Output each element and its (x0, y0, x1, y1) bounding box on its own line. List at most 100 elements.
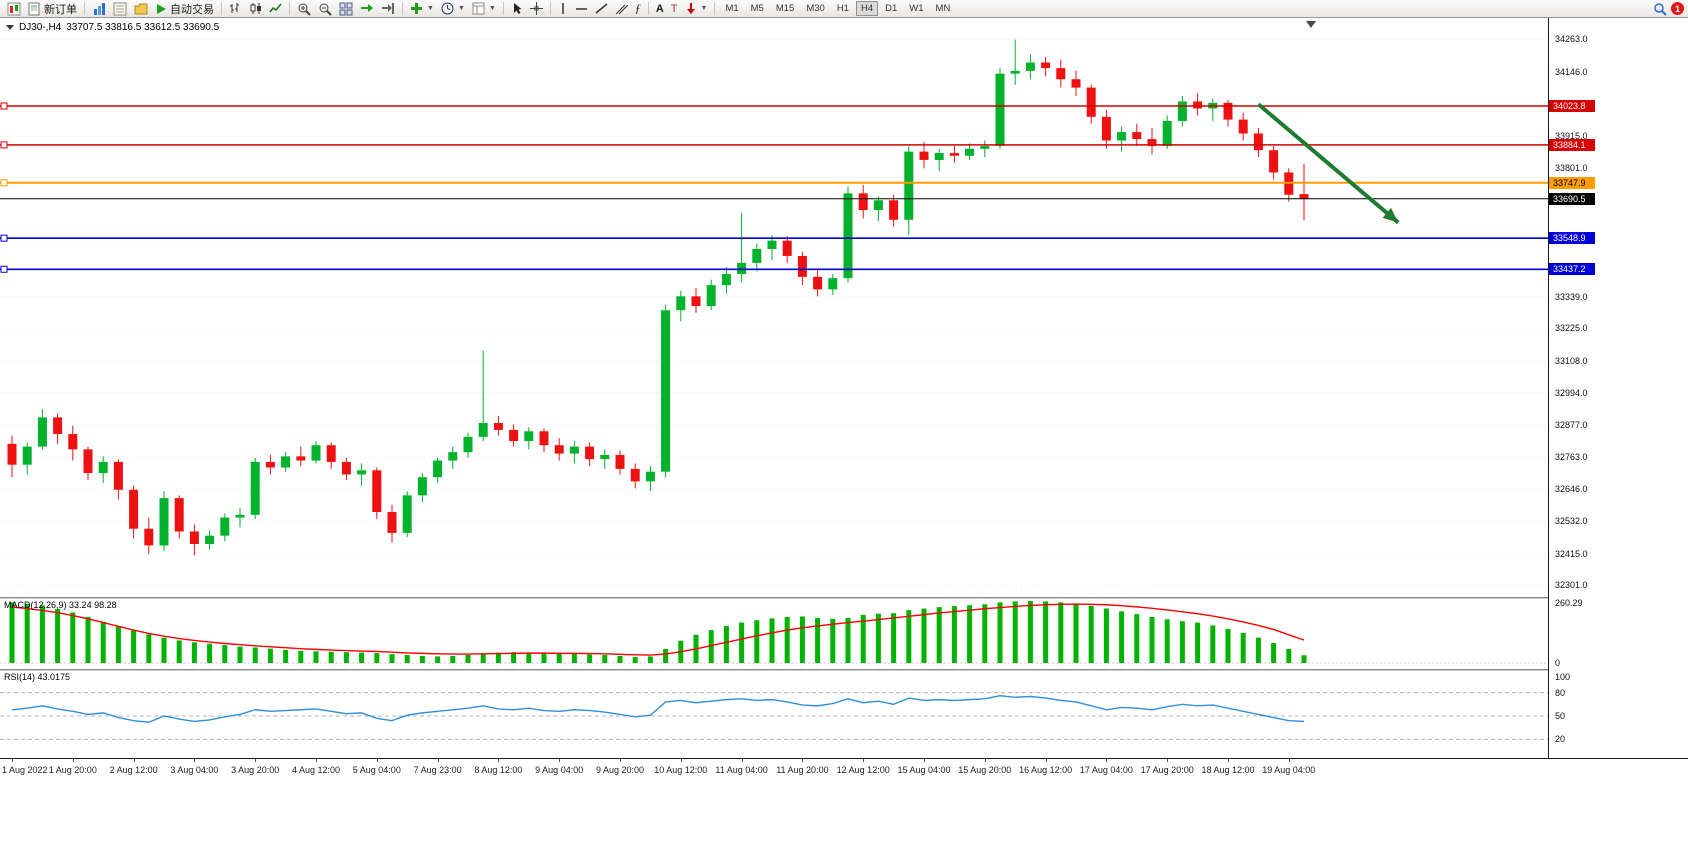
timeframe-m30-button[interactable]: M30 (801, 1, 829, 16)
line-handle[interactable] (0, 265, 8, 273)
horizontal-lines[interactable] (0, 102, 1548, 273)
ohlc-readout: 33707.5 33816.5 33612.5 33690.5 (66, 22, 220, 33)
time-tick (984, 759, 986, 762)
clock-icon (441, 2, 454, 15)
data-window-icon (113, 2, 127, 16)
time-tick (12, 759, 13, 762)
price-tick-label: 32646.0 (1555, 484, 1588, 495)
rsi-axis-label: 100 (1555, 672, 1571, 682)
market-watch-button[interactable] (89, 1, 109, 17)
chart-shift-button[interactable] (378, 1, 398, 17)
crosshair-icon (529, 2, 543, 15)
price-tick-label: 33225.0 (1555, 323, 1588, 334)
navigator-icon (134, 2, 148, 16)
time-tick (194, 759, 196, 762)
time-label: 4 Aug 12:00 (291, 765, 341, 775)
auto-scroll-button[interactable] (357, 1, 377, 17)
time-tick (620, 759, 621, 762)
label-button[interactable]: T (668, 1, 681, 17)
trend-arrow[interactable] (1257, 102, 1400, 225)
text-button[interactable]: A (653, 1, 667, 17)
macd-bars (9, 601, 1307, 663)
line-handle[interactable] (0, 102, 8, 110)
rsi-line-chart (0, 692, 1548, 740)
timeframe-mn-button[interactable]: MN (931, 1, 956, 16)
indicators-button[interactable]: ▼ (407, 1, 437, 17)
new-order-label: 新订单 (44, 3, 77, 16)
bar-chart-type-button[interactable] (226, 1, 245, 17)
fibonacci-button[interactable]: ƒ (632, 1, 644, 17)
candles (7, 39, 1309, 556)
period-menu-button[interactable]: ▼ (438, 1, 468, 17)
new-order-button[interactable]: 新订单 (25, 1, 80, 17)
crosshair-button[interactable] (527, 1, 546, 17)
time-tick (316, 759, 317, 762)
time-label: 11 Aug 04:00 (715, 765, 768, 775)
zoom-in-button[interactable] (294, 1, 314, 17)
line-handle[interactable] (0, 141, 8, 149)
macd-pane-separator[interactable] (0, 597, 1688, 599)
candlestick-type-button[interactable] (246, 1, 265, 17)
rsi-pane[interactable]: RSI(14) 43.0175 (0, 671, 1548, 757)
line-handle[interactable] (0, 234, 8, 242)
channel-button[interactable] (612, 1, 631, 17)
line-chart-type-button[interactable] (266, 1, 285, 17)
notification-badge[interactable]: 1 (1671, 2, 1684, 15)
price-tick-label: 32532.0 (1555, 516, 1588, 527)
zoom-out-button[interactable] (315, 1, 335, 17)
time-tick (863, 759, 865, 762)
timeframe-m1-button[interactable]: M1 (720, 1, 743, 16)
time-label: 1 Aug 2022 (2, 765, 48, 775)
arrows-button[interactable]: ▼ (682, 1, 711, 17)
horizontal-line-icon (575, 4, 588, 14)
caret-down-icon: ▼ (488, 5, 496, 12)
macd-histogram (0, 601, 1548, 664)
time-tick (1106, 759, 1108, 762)
time-tick (1288, 759, 1290, 762)
time-axis[interactable]: 1 Aug 2022 1 Aug 20:00 2 Aug 12:00 3 Aug 04… (0, 758, 1688, 784)
vertical-line-button[interactable] (555, 1, 571, 17)
macd-pane[interactable]: MACD(12,26,9) 33.24 98.28 (0, 599, 1548, 669)
new-chart-icon (7, 2, 21, 16)
time-label: 18 Aug 12:00 (1201, 765, 1255, 775)
current-price-badge: 33690.5 (1549, 192, 1595, 205)
tile-windows-button[interactable] (336, 1, 356, 17)
navigator-button[interactable] (131, 1, 151, 17)
timeframe-m5-button[interactable]: M5 (746, 1, 769, 16)
caret-down-icon: ▼ (427, 5, 434, 12)
cursor-button[interactable] (508, 1, 526, 17)
chart-shift-marker[interactable] (1306, 21, 1316, 28)
vertical-line-icon (558, 2, 568, 15)
price-chart-pane[interactable] (0, 18, 1548, 597)
rsi-pane-separator[interactable] (0, 669, 1688, 671)
rsi-label: RSI(14) 43.0175 (4, 672, 71, 682)
timeframe-h4-button[interactable]: H4 (855, 1, 879, 16)
timeframe-d1-button[interactable]: D1 (880, 1, 902, 16)
search-button[interactable] (1650, 1, 1670, 17)
time-tick (498, 759, 500, 762)
one-click-trading-toggle-icon[interactable] (6, 25, 14, 30)
price-tick-label: 33108.0 (1555, 355, 1588, 366)
timeframe-w1-button[interactable]: W1 (904, 1, 928, 16)
line-handle[interactable] (0, 179, 8, 187)
price-tick-label: 32415.0 (1555, 548, 1588, 559)
price-axis[interactable]: 34263.0 34146.0 33915.0 33801.0 33339.0 33225… (1548, 18, 1688, 758)
templates-button[interactable]: ▼ (469, 1, 499, 17)
time-label: 17 Aug 20:00 (1140, 765, 1194, 775)
data-window-button[interactable] (110, 1, 130, 17)
timeframe-h1-button[interactable]: H1 (832, 1, 854, 16)
time-label: 1 Aug 20:00 (48, 765, 97, 775)
zoom-out-icon (318, 2, 332, 16)
time-tick (437, 759, 439, 762)
time-label: 15 Aug 04:00 (897, 765, 951, 775)
time-tick (72, 759, 74, 762)
text-icon: A (655, 2, 664, 15)
timeframe-m15-button[interactable]: M15 (771, 1, 799, 16)
new-chart-button[interactable] (4, 1, 24, 17)
trendline-button[interactable] (592, 1, 611, 17)
price-tick-label: 33339.0 (1555, 291, 1588, 302)
horizontal-line-button[interactable] (572, 1, 591, 17)
auto-trading-button[interactable]: 自动交易 (152, 1, 217, 17)
candlestick-chart[interactable] (0, 18, 1548, 597)
